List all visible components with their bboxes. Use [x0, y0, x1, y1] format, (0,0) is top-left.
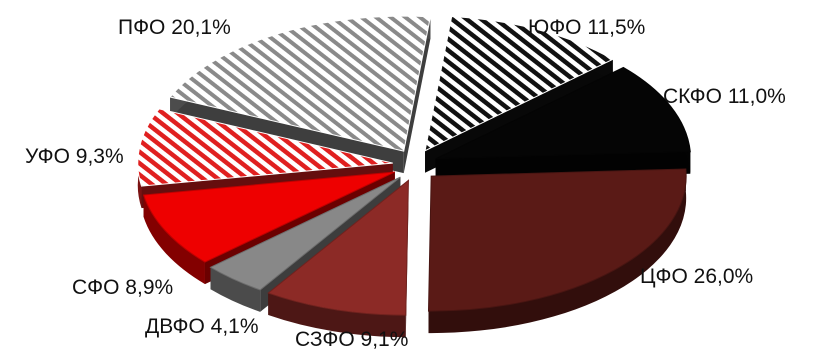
slice-top — [435, 66, 691, 160]
slice-top — [209, 176, 401, 291]
slice-СЗФО — [267, 179, 409, 338]
slice-outer-wall — [268, 293, 406, 338]
slice-top — [169, 15, 431, 152]
pie-slices — [137, 15, 691, 338]
slice-top — [267, 179, 409, 316]
slice-label: СЗФО 9,1% — [295, 328, 408, 351]
slice-top — [137, 108, 393, 187]
slice-wall — [403, 16, 431, 174]
slice-label: СФО 8,9% — [72, 276, 173, 299]
slice-top — [424, 15, 614, 152]
slice-outer-wall — [428, 169, 687, 334]
slice-top — [142, 171, 396, 263]
slice-ЦФО — [427, 168, 687, 334]
slice-label: СКФО 11,0% — [663, 85, 786, 108]
slice-outer-wall — [210, 267, 261, 312]
slice-top — [427, 168, 687, 312]
slice-label: ЦФО 26,0% — [640, 265, 753, 288]
pie-labels: ЮФО 11,5% СКФО 11,0% ЦФО 26,0% СЗФО 9,1% ДВФ… — [25, 16, 786, 351]
slice-outer-wall — [143, 195, 205, 285]
slice-label: ЮФО 11,5% — [528, 16, 645, 39]
slice-label: УФО 9,3% — [25, 145, 124, 168]
slice-label: ДВФО 4,1% — [145, 315, 259, 338]
slice-label: ПФО 20,1% — [118, 16, 231, 39]
